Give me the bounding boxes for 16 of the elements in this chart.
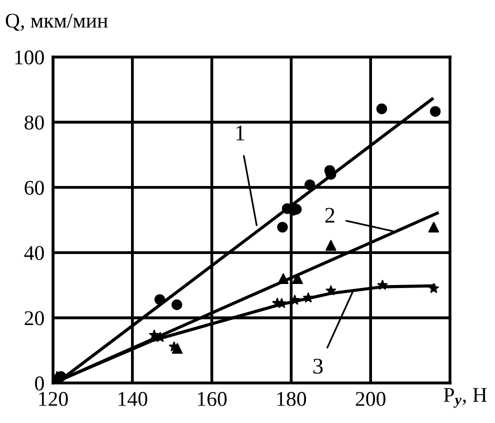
annotation: 2 [325, 208, 334, 223]
x-tick-label: 160 [198, 392, 227, 406]
annotation: 1 [236, 126, 244, 140]
x-axis-title: P$_{y}$, Н [444, 388, 487, 408]
x-tick-label: 120 [39, 392, 68, 406]
x-tick-label: 180 [277, 392, 306, 406]
y-tick-label: 100 [15, 50, 44, 64]
y-axis-title: Q, мкм/мин [6, 14, 108, 31]
x-tick-label: 140 [118, 392, 148, 406]
annotation: 3 [314, 358, 323, 374]
x-tick-label: 200 [356, 392, 386, 406]
y-tick-label: 40 [24, 246, 44, 260]
y-tick-label: 80 [24, 116, 44, 130]
y-tick-label: 0 [35, 376, 44, 390]
y-tick-label: 20 [24, 311, 44, 326]
y-tick-label: 60 [24, 180, 44, 195]
